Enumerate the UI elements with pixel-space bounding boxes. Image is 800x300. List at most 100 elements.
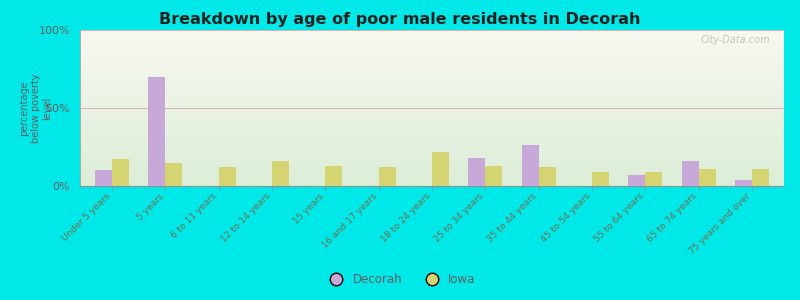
Bar	[432, 152, 449, 186]
Bar	[698, 169, 716, 186]
Bar	[80, 66, 784, 68]
Bar	[80, 63, 784, 64]
Bar	[628, 175, 646, 186]
Bar	[80, 69, 784, 70]
Bar	[80, 102, 784, 103]
Bar	[80, 164, 784, 166]
Bar	[80, 72, 784, 74]
Bar	[80, 169, 784, 170]
Bar	[80, 113, 784, 114]
Bar	[80, 92, 784, 94]
Bar	[80, 117, 784, 119]
Bar	[80, 153, 784, 155]
Bar	[80, 38, 784, 39]
Bar	[80, 94, 784, 95]
Bar	[80, 58, 784, 60]
Bar	[80, 95, 784, 97]
Y-axis label: percentage
below poverty
level: percentage below poverty level	[19, 73, 53, 143]
Bar	[522, 146, 538, 186]
Bar	[80, 131, 784, 133]
Bar	[80, 36, 784, 38]
Bar	[80, 105, 784, 106]
Bar	[80, 156, 784, 158]
Bar	[80, 82, 784, 83]
Legend: Decorah, Iowa: Decorah, Iowa	[319, 269, 481, 291]
Bar	[80, 30, 784, 31]
Bar	[80, 110, 784, 111]
Bar	[80, 46, 784, 47]
Bar	[80, 64, 784, 66]
Bar	[80, 100, 784, 102]
Bar	[80, 32, 784, 33]
Bar	[80, 114, 784, 116]
Bar	[80, 41, 784, 43]
Bar	[80, 166, 784, 167]
Bar	[80, 47, 784, 49]
Bar	[378, 167, 396, 186]
Bar	[80, 99, 784, 100]
Bar	[80, 83, 784, 85]
Bar	[486, 166, 502, 186]
Bar	[80, 124, 784, 125]
Bar	[80, 56, 784, 58]
Bar	[80, 61, 784, 63]
Bar	[80, 147, 784, 148]
Bar	[80, 97, 784, 99]
Bar	[80, 138, 784, 139]
Bar	[80, 134, 784, 136]
Bar	[326, 166, 342, 186]
Bar	[80, 142, 784, 144]
Bar	[80, 108, 784, 110]
Bar	[682, 161, 698, 186]
Bar	[80, 133, 784, 134]
Bar	[80, 86, 784, 88]
Bar	[80, 161, 784, 163]
Text: City-Data.com: City-Data.com	[700, 35, 770, 45]
Bar	[80, 144, 784, 146]
Bar	[80, 55, 784, 56]
Bar	[80, 50, 784, 52]
Bar	[80, 74, 784, 75]
Bar	[80, 119, 784, 121]
Bar	[80, 177, 784, 178]
Bar	[80, 121, 784, 122]
Bar	[80, 130, 784, 131]
Bar	[538, 167, 556, 186]
Bar	[80, 103, 784, 105]
Bar	[735, 180, 752, 186]
Bar	[80, 148, 784, 150]
Bar	[80, 160, 784, 161]
Bar	[80, 44, 784, 46]
Bar	[80, 111, 784, 113]
Bar	[80, 85, 784, 86]
Bar	[80, 152, 784, 153]
Bar	[80, 35, 784, 36]
Bar	[80, 173, 784, 175]
Bar	[80, 77, 784, 78]
Bar	[80, 128, 784, 130]
Bar	[80, 80, 784, 82]
Bar	[80, 170, 784, 172]
Bar	[95, 170, 112, 186]
Bar	[80, 181, 784, 183]
Bar	[80, 175, 784, 177]
Bar	[80, 172, 784, 173]
Bar	[80, 141, 784, 142]
Bar	[752, 169, 769, 186]
Bar	[80, 150, 784, 152]
Bar	[80, 184, 784, 186]
Bar	[80, 122, 784, 124]
Bar	[80, 70, 784, 72]
Bar	[80, 39, 784, 41]
Bar	[80, 178, 784, 180]
Bar	[80, 49, 784, 50]
Bar	[80, 167, 784, 169]
Bar	[468, 158, 486, 186]
Bar	[80, 75, 784, 77]
Bar	[80, 89, 784, 91]
Bar	[112, 160, 129, 186]
Bar	[592, 172, 609, 186]
Bar	[80, 163, 784, 164]
Bar	[80, 146, 784, 147]
Bar	[80, 116, 784, 117]
